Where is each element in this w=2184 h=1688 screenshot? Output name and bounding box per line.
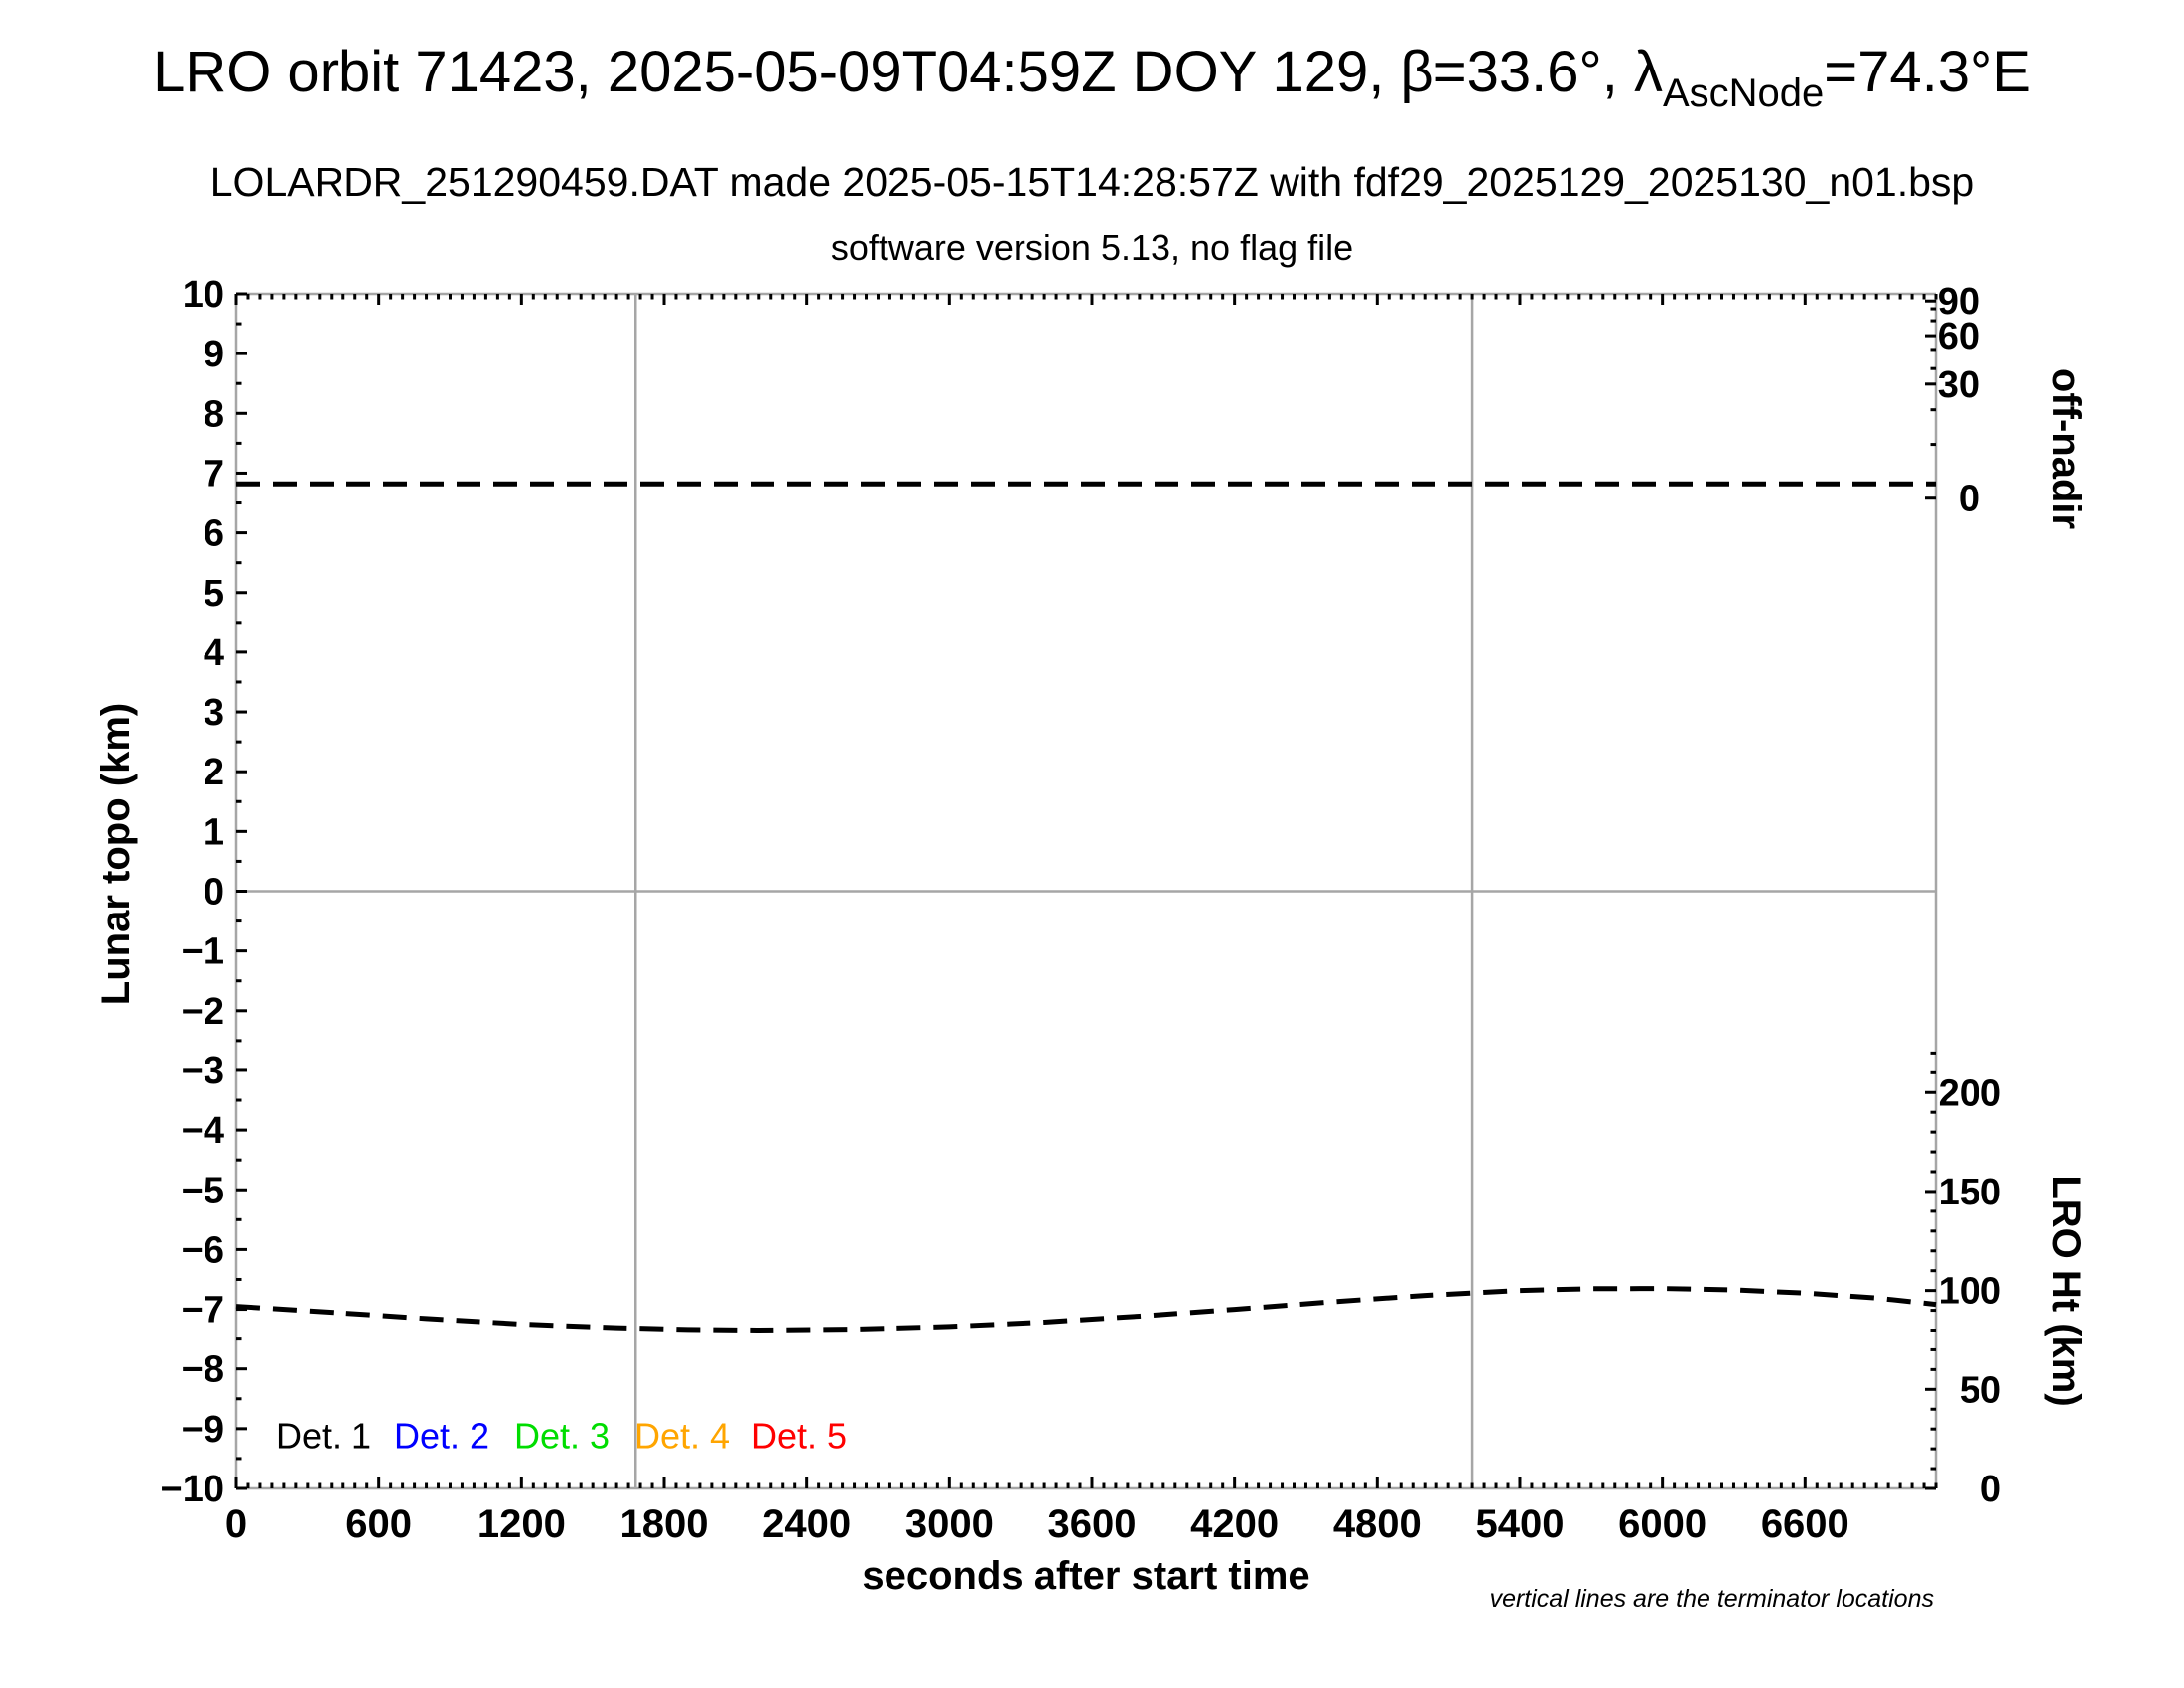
x-tick-label: 5400	[1475, 1502, 1564, 1546]
lro-ht-tick-label: 0	[1980, 1469, 2001, 1510]
y-tick-label: 7	[204, 453, 224, 494]
chart-subtitle: LOLARDR_251290459.DAT made 2025-05-15T14…	[210, 159, 1974, 205]
chart-title-main: LRO orbit 71423, 2025-05-09T04:59Z DOY 1…	[153, 40, 1663, 104]
y-tick-label: −1	[182, 931, 224, 973]
y-tick-label: −7	[182, 1290, 224, 1332]
x-tick-label: 1800	[620, 1502, 709, 1546]
legend: Det. 1 Det. 2 Det. 3 Det. 4 Det. 5	[276, 1416, 847, 1457]
x-tick-label: 600	[345, 1502, 412, 1546]
x-tick-label: 3000	[905, 1502, 994, 1546]
y-tick-label: −9	[182, 1409, 224, 1451]
y-tick-label: 2	[204, 752, 224, 793]
lro-ht-tick-label: 100	[1939, 1271, 2001, 1313]
plot-area: 0 600 1200 1800 2400 3000 3600 4200 4800 5400 6000…	[161, 274, 2001, 1546]
legend-item-4: Det. 4	[634, 1416, 730, 1457]
offnadir-tick-label: 0	[1959, 479, 1979, 520]
lro-ht-tick-label: 150	[1939, 1172, 2001, 1213]
y-tick-label: 3	[204, 692, 224, 734]
y-tick-label: 8	[204, 393, 224, 435]
lro-ht-tick-label: 200	[1939, 1072, 2001, 1114]
terminator-note: vertical lines are the terminator locati…	[1490, 1585, 1934, 1613]
y-tick-label: −10	[161, 1469, 224, 1510]
y-tick-label: 10	[183, 274, 224, 316]
lro-height-series-line	[235, 1286, 1937, 1333]
legend-item-1: Det. 1	[276, 1416, 371, 1457]
chart-subtitle2: software version 5.13, no flag file	[831, 227, 1353, 268]
x-tick-label: 6000	[1618, 1502, 1706, 1546]
legend-item-3: Det. 3	[514, 1416, 610, 1457]
x-tick-label: 3600	[1047, 1502, 1136, 1546]
offnadir-tick-label: 60	[1938, 316, 1979, 357]
y-tick-label: 5	[204, 573, 224, 615]
y-tick-label: −4	[182, 1110, 224, 1152]
y-tick-label: 9	[204, 334, 224, 375]
offnadir-tick-label: 30	[1938, 364, 1979, 406]
y-tick-label: −6	[182, 1229, 224, 1271]
y-axis-title-left: Lunar topo (km)	[94, 703, 138, 1005]
y-axis-title-offnadir: off-nadir	[2044, 368, 2088, 529]
legend-item-5: Det. 5	[751, 1416, 847, 1457]
y-tick-label: −2	[182, 991, 224, 1033]
chart-title-subscript: AscNode	[1663, 71, 1824, 115]
x-axis-title: seconds after start time	[862, 1554, 1309, 1598]
y-tick-label: 4	[204, 633, 224, 674]
x-tick-label: 6600	[1761, 1502, 1849, 1546]
y-tick-label: −8	[182, 1349, 224, 1391]
y-tick-label: −3	[182, 1051, 224, 1092]
x-tick-label: 4800	[1333, 1502, 1422, 1546]
x-tick-label: 2400	[762, 1502, 851, 1546]
y-tick-label: 1	[204, 811, 224, 853]
x-tick-label: 4200	[1190, 1502, 1279, 1546]
lro-ht-tick-label: 50	[1960, 1369, 2001, 1411]
y-tick-label: 6	[204, 513, 224, 555]
x-tick-label: 0	[225, 1502, 247, 1546]
y-tick-label: −5	[182, 1170, 224, 1211]
offnadir-tick-label: 90	[1938, 281, 1979, 323]
x-tick-label: 1200	[478, 1502, 566, 1546]
chart-title-end: =74.3°E	[1824, 40, 2031, 104]
y-axis-title-lro-height: LRO Ht (km)	[2044, 1175, 2088, 1406]
y-tick-label: 0	[204, 872, 224, 914]
legend-item-2: Det. 2	[394, 1416, 489, 1457]
chart-title: LRO orbit 71423, 2025-05-09T04:59Z DOY 1…	[153, 40, 2031, 115]
